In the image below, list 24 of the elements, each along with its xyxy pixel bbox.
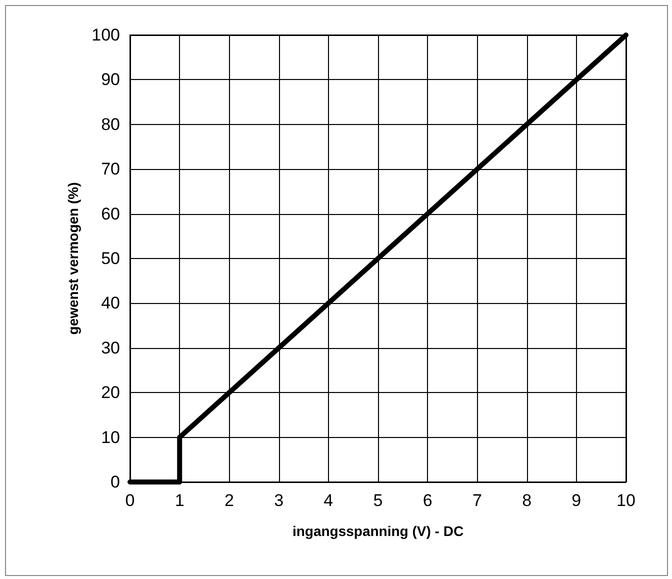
y-tick-label: 100 — [92, 26, 120, 44]
y-tick-label: 80 — [101, 114, 120, 134]
x-tick-label: 0 — [125, 491, 135, 510]
x-tick-label: 6 — [422, 491, 432, 510]
x-tick-label: 9 — [572, 491, 582, 510]
x-tick-label: 3 — [274, 491, 284, 510]
x-tick-label: 5 — [373, 491, 383, 510]
y-tick-label: 20 — [101, 383, 120, 402]
y-tick-label: 60 — [101, 204, 120, 224]
x-tick-label: 8 — [522, 491, 532, 510]
x-tick-label: 7 — [472, 491, 482, 510]
y-tick-label: 70 — [101, 160, 120, 179]
y-tick-label: 30 — [101, 338, 120, 358]
x-tick-label: 10 — [616, 491, 636, 510]
x-tick-label: 2 — [224, 491, 234, 510]
y-axis-title: gewenst vermogen (%) — [65, 182, 81, 335]
y-tick-label: 90 — [101, 70, 120, 90]
y-tick-label: 50 — [101, 249, 120, 268]
y-tick-label: 0 — [110, 472, 120, 492]
x-tick-label: 1 — [174, 491, 184, 510]
x-tick-label: 4 — [324, 491, 334, 510]
x-axis-title: ingangsspanning (V) - DC — [292, 523, 464, 539]
y-tick-label: 10 — [101, 428, 120, 447]
y-tick-label: 40 — [101, 294, 120, 313]
